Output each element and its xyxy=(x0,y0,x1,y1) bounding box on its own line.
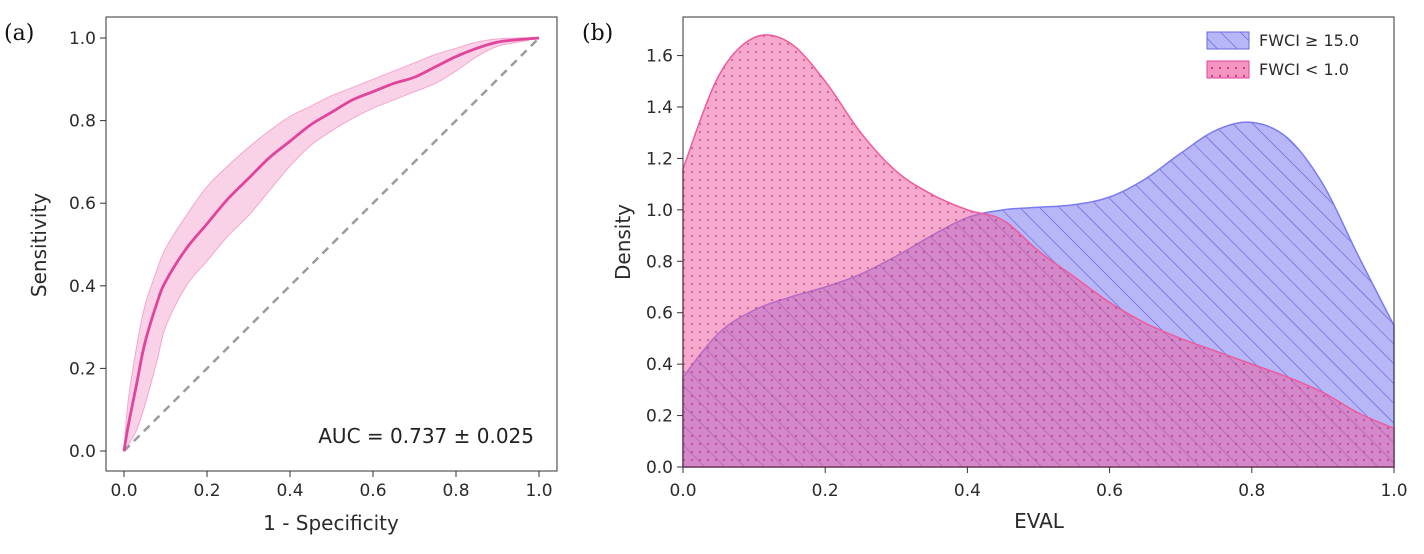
x-tick-label-b: 0.8 xyxy=(1238,481,1265,501)
panel-label-a: (a) xyxy=(4,21,34,46)
y-tick-label-b: 1.2 xyxy=(646,149,673,169)
y-tick-label-b: 1.6 xyxy=(646,47,673,67)
x-axis-label-b: EVAL xyxy=(1014,509,1065,533)
density-panel: (b) 0.0 0.2 0.4 0.6 0.8 1.0 0.0 0.2 0.4 0.6 0.8 1.… xyxy=(582,16,1408,533)
x-tick-label-a: 0.4 xyxy=(276,481,303,501)
x-axis-label-a: 1 - Specificity xyxy=(263,511,399,535)
roc-mean-line xyxy=(122,36,540,452)
y-ticks-a: 0.0 0.2 0.4 0.6 0.8 1.0 xyxy=(69,29,106,462)
y-tick-label-a: 0.8 xyxy=(69,112,96,132)
legend-swatch-fwci-high xyxy=(1206,31,1250,50)
y-tick-label-b: 0.0 xyxy=(646,458,673,478)
y-axis-label-a: Sensitivity xyxy=(27,193,51,297)
x-tick-label-a: 1.0 xyxy=(525,481,552,501)
y-tick-label-a: 0.2 xyxy=(69,359,96,379)
y-tick-label-b: 1.4 xyxy=(646,98,673,118)
y-tick-label-b: 1.0 xyxy=(646,201,673,221)
plot-frame-a xyxy=(105,16,558,472)
kde-area-fwci-low xyxy=(682,34,1395,468)
y-tick-label-a: 0.4 xyxy=(69,277,96,297)
x-tick-label-b: 0.2 xyxy=(812,481,839,501)
legend-label-fwci-low: FWCI < 1.0 xyxy=(1259,60,1349,79)
y-tick-label-b: 0.8 xyxy=(646,252,673,272)
auc-annotation: AUC = 0.737 ± 0.025 xyxy=(318,424,534,448)
y-tick-label-b: 0.6 xyxy=(646,304,673,324)
x-tick-label-b: 1.0 xyxy=(1380,481,1407,501)
legend-swatch-fwci-low xyxy=(1206,60,1250,79)
x-ticks-b: 0.0 0.2 0.4 0.6 0.8 1.0 xyxy=(669,467,1408,501)
x-tick-label-a: 0.2 xyxy=(193,481,220,501)
x-tick-label-b: 0.6 xyxy=(1096,481,1123,501)
x-tick-label-b: 0.0 xyxy=(669,481,696,501)
x-tick-label-b: 0.4 xyxy=(954,481,981,501)
y-ticks-b: 0.0 0.2 0.4 0.6 0.8 1.0 1.2 1.4 1.6 xyxy=(646,47,683,478)
y-tick-label-a: 0.6 xyxy=(69,194,96,214)
x-ticks-a: 0.0 0.2 0.4 0.6 0.8 1.0 xyxy=(110,471,553,501)
legend-label-fwci-high: FWCI ≥ 15.0 xyxy=(1259,31,1359,50)
y-tick-label-b: 0.2 xyxy=(646,407,673,427)
legend: FWCI ≥ 15.0 FWCI < 1.0 xyxy=(1206,31,1359,79)
y-tick-label-b: 0.4 xyxy=(646,355,673,375)
y-axis-label-b: Density xyxy=(611,204,635,280)
plot-frame-b xyxy=(682,16,1395,468)
y-tick-label-a: 0.0 xyxy=(69,442,96,462)
x-tick-label-a: 0.6 xyxy=(359,481,386,501)
x-tick-label-a: 0.0 xyxy=(110,481,137,501)
y-tick-label-a: 1.0 xyxy=(69,29,96,49)
panel-label-b: (b) xyxy=(582,21,613,46)
x-tick-label-a: 0.8 xyxy=(442,481,469,501)
roc-panel: (a) 0.0 0.2 0.4 0.6 0.8 1.0 0.0 0.2 0.4 0.6 0.8 1.… xyxy=(4,16,558,535)
